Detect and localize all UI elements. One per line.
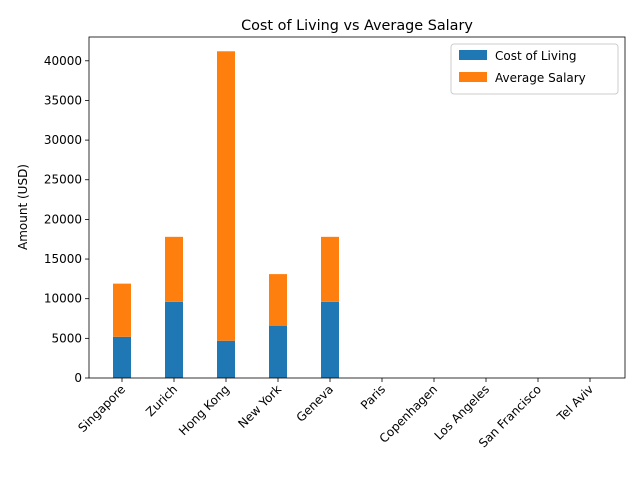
legend-box bbox=[450, 43, 619, 95]
x-tick-label: Geneva bbox=[294, 382, 337, 425]
x-tick-label: Hong Kong bbox=[176, 382, 232, 438]
y-tick-label: 5000 bbox=[51, 331, 82, 345]
legend-label: Average Salary bbox=[495, 71, 586, 85]
bar-cost-of-living-zurich bbox=[165, 301, 183, 378]
x-tick-label: Zurich bbox=[143, 382, 180, 419]
bars-group bbox=[113, 51, 339, 378]
y-tick-label: 0 bbox=[74, 371, 82, 385]
legend-label: Cost of Living bbox=[495, 49, 577, 63]
bar-cost-of-living-singapore bbox=[113, 336, 131, 378]
bar-cost-of-living-new-york bbox=[269, 325, 287, 378]
y-tick-label: 15000 bbox=[44, 252, 82, 266]
bar-cost-of-living-hong-kong bbox=[217, 340, 235, 378]
chart-title: Cost of Living vs Average Salary bbox=[241, 18, 473, 34]
y-axis-label: Amount (USD) bbox=[16, 164, 30, 250]
bar-average-salary-zurich bbox=[165, 236, 183, 302]
axes-frame bbox=[88, 36, 626, 379]
x-tick-label: Paris bbox=[358, 382, 388, 412]
legend: Cost of Living Average Salary bbox=[450, 43, 619, 95]
y-tick-label: 10000 bbox=[44, 292, 82, 306]
y-tick-label: 35000 bbox=[44, 93, 82, 107]
bar-average-salary-new-york bbox=[269, 274, 287, 326]
y-axis-ticks: 0 5000 10000 15000 20000 25000 30000 35000 40000 bbox=[44, 54, 89, 385]
bar-average-salary-singapore bbox=[113, 283, 131, 337]
legend-swatch bbox=[459, 50, 487, 60]
x-tick-label: Singapore bbox=[75, 382, 128, 435]
y-tick-label: 25000 bbox=[44, 173, 82, 187]
bar-average-salary-hong-kong bbox=[217, 51, 235, 341]
bar-cost-of-living-geneva bbox=[321, 301, 339, 378]
y-tick-label: 20000 bbox=[44, 212, 82, 226]
legend-swatch bbox=[459, 72, 487, 82]
x-tick-label: Tel Aviv bbox=[554, 382, 596, 424]
x-tick-label: New York bbox=[235, 382, 284, 431]
bar-average-salary-geneva bbox=[321, 236, 339, 302]
y-tick-label: 30000 bbox=[44, 133, 82, 147]
y-tick-label: 40000 bbox=[44, 54, 82, 68]
